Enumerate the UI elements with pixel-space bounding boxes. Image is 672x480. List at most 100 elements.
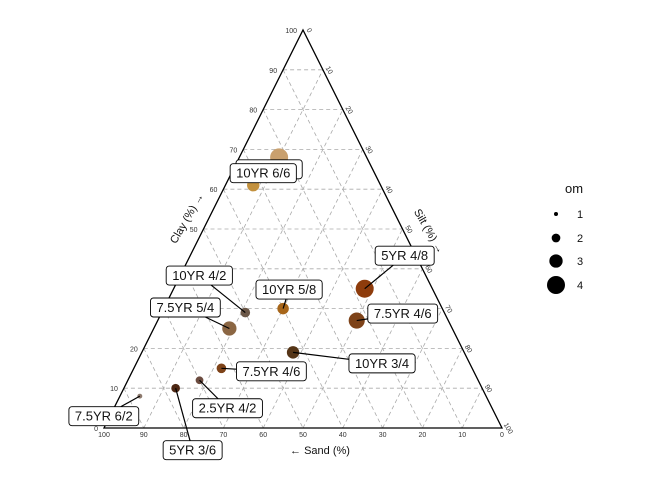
- point-label: 5YR 4/8: [364, 245, 435, 290]
- legend: om 1 2 3 4: [547, 181, 583, 294]
- sand-tick-label: 30: [379, 432, 387, 439]
- point-label: 7.5YR 4/6: [221, 361, 307, 382]
- point-label-box: [150, 297, 221, 318]
- clay-tick-label: 70: [230, 147, 238, 154]
- sand-tick-label: 50: [299, 432, 307, 439]
- silt-tick-label: 90: [483, 384, 493, 394]
- point-label-box: [255, 279, 323, 300]
- sand-tick-label: 60: [259, 432, 267, 439]
- label-leader-line: [221, 367, 237, 370]
- grid-line-silt-90: [461, 388, 483, 429]
- clay-tick-label: 100: [285, 28, 297, 35]
- point-label-text: 7.5YR 4/6: [242, 364, 300, 379]
- point-label-text: 10YR 5/8: [262, 282, 316, 297]
- sand-tick-label: 100: [98, 432, 110, 439]
- clay-tick-label: 0: [94, 426, 98, 433]
- silt-tick-label: 30: [363, 145, 373, 155]
- point-label-box: [192, 398, 263, 419]
- point-label-box: [374, 245, 435, 266]
- silt-tick-label: 100: [502, 422, 514, 436]
- label-leader-line: [175, 388, 191, 441]
- clay-tick-label: 20: [130, 346, 138, 353]
- point-label: 10YR 3/4: [292, 351, 416, 374]
- legend-key: [549, 254, 563, 268]
- point-label-text: 7.5YR 4/6: [374, 306, 432, 321]
- point-label-text: 10YR 3/4: [355, 356, 409, 371]
- point-label: 2.5YR 4/2: [192, 379, 263, 419]
- silt-tick-label: 80: [463, 344, 473, 354]
- sand-axis-title: ← Sand (%): [290, 445, 350, 457]
- point-label-box: [348, 353, 416, 374]
- label-leader-line: [199, 379, 219, 400]
- point-label-box: [162, 440, 223, 461]
- point-label-text: 2.5YR 4/2: [199, 401, 257, 416]
- grid-line-sand-50: [203, 228, 304, 429]
- sand-tick-label: 90: [140, 432, 148, 439]
- legend-key: [554, 212, 558, 216]
- data-point: [137, 393, 143, 399]
- sand-tick-label: 80: [180, 432, 188, 439]
- label-leader-line: [282, 298, 287, 309]
- point-label: 7.5YR 4/6: [356, 303, 439, 324]
- legend-label: 2: [577, 233, 583, 245]
- point-label-box: [367, 303, 439, 324]
- legend-label: 3: [577, 256, 583, 268]
- silt-tick-label: 10: [324, 65, 334, 75]
- point-label-text: 7.5YR 5/4: [156, 300, 214, 315]
- legend-key: [551, 233, 561, 243]
- silt-tick-label: 20: [344, 105, 354, 115]
- grid-line-sand-70: [163, 308, 224, 429]
- sand-tick-label: 40: [339, 432, 347, 439]
- point-label-box: [236, 361, 307, 382]
- point-label: 7.5YR 6/2: [68, 395, 141, 427]
- label-leader-line: [292, 351, 350, 360]
- clay-tick-label: 80: [249, 108, 257, 115]
- point-label-text: 7.5YR 6/2: [75, 409, 133, 424]
- label-leader-line: [120, 395, 141, 408]
- clay-tick-label: 90: [269, 68, 277, 75]
- clay-tick-label: 10: [110, 386, 118, 393]
- legend-title: om: [565, 181, 583, 196]
- data-point: [348, 312, 365, 329]
- legend-key: [547, 276, 565, 294]
- clay-tick-label: 60: [210, 187, 218, 194]
- legend-label: 1: [577, 209, 583, 221]
- label-leader-line: [210, 284, 246, 314]
- grid-layer: [123, 69, 483, 429]
- point-label-text: 10YR 4/2: [172, 268, 226, 283]
- point-label: 7.5YR 5/4: [150, 297, 230, 330]
- sand-tick-label: 10: [458, 432, 466, 439]
- grid-line-silt-10: [143, 69, 324, 429]
- triangle-frame: [102, 28, 504, 429]
- clay-axis-title: Clay (%) →: [168, 191, 207, 246]
- point-label-box: [165, 265, 233, 286]
- grid-line-sand-80: [143, 348, 184, 429]
- point-label-box: [68, 406, 140, 427]
- silt-tick-label: 0: [305, 27, 313, 34]
- point-label-box: [229, 163, 297, 184]
- sand-tick-label: 20: [419, 432, 427, 439]
- silt-tick-label: 40: [383, 185, 393, 195]
- sand-tick-label: 0: [500, 432, 504, 439]
- grid-line-sand-10: [282, 69, 463, 429]
- point-label: 10YR 4/2: [165, 265, 246, 314]
- legend-label: 4: [577, 280, 583, 292]
- point-label-text: 5YR 4/8: [381, 248, 428, 263]
- silt-tick-label: 50: [403, 225, 413, 235]
- grid-line-silt-60: [342, 268, 423, 429]
- silt-tick-label: 60: [423, 264, 433, 274]
- label-leader-line: [356, 318, 368, 322]
- point-label: 5YR 3/6: [162, 388, 223, 461]
- grid-line-silt-80: [422, 348, 463, 429]
- sand-tick-label: 70: [220, 432, 228, 439]
- point-label-text: 5YR 3/6: [169, 443, 216, 458]
- point-label: 10YR 6/6: [229, 163, 297, 184]
- clay-tick-label: 50: [190, 227, 198, 234]
- point-label: 10YR 5/8: [255, 279, 323, 309]
- point-label-text: 10YR 6/6: [236, 166, 290, 181]
- label-leader-line: [364, 264, 394, 290]
- label-leader-line: [205, 316, 230, 330]
- silt-tick-label: 70: [443, 304, 453, 314]
